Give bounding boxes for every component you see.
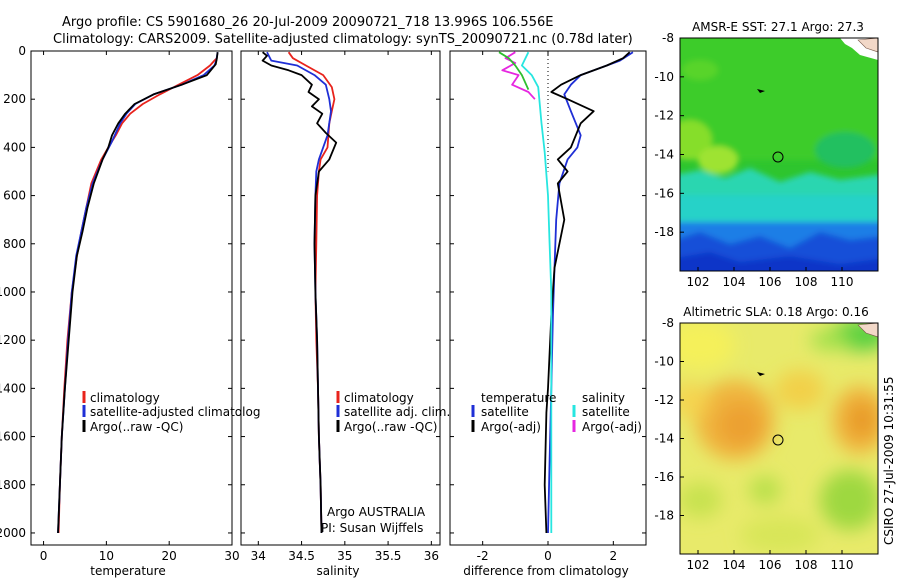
difference-series-temperature-satellite: [547, 51, 634, 534]
temperature-legend: climatology satellite-adjusted climatolo…: [82, 391, 260, 434]
difference-series-temperature-argo-adj-: [543, 51, 631, 534]
argo-float-marker: [772, 151, 784, 163]
difference-xtick-label: -2: [477, 549, 489, 563]
argo-float-marker: [772, 434, 784, 446]
temperature-series-satellite-adjusted-climatolog: [57, 52, 219, 534]
axis-ticks: 0102030020040060080010001200140016001800…: [0, 44, 646, 563]
sst_map-ytick-label: -14: [654, 148, 674, 162]
depth-tick-label: 400: [3, 140, 26, 154]
title-line-1: Argo profile: CS 5901680_26 20-Jul-2009 …: [62, 15, 553, 30]
sst_map-ytick-label: -16: [654, 186, 674, 200]
track-arrow-icon: [757, 372, 765, 376]
difference-xlabel: difference from climatology: [463, 564, 629, 578]
legend-heading-temperature: temperature: [481, 391, 556, 405]
sst_map-ytick-label: -8: [662, 31, 674, 45]
salinity-xtick-label: 35.5: [375, 549, 402, 563]
salinity-xtick-label: 34: [251, 549, 266, 563]
salinity-series-argo-raw-qc-: [261, 51, 338, 534]
depth-tick-label: 800: [3, 237, 26, 251]
legend-label-temp-argo: Argo(-adj): [481, 420, 541, 434]
difference-series-salinity-argo-adj-green: [498, 51, 530, 90]
temperature-xtick-label: 0: [40, 549, 48, 563]
sla_map-ytick-label: -18: [654, 509, 674, 523]
legend-label-sal-argo: Argo(-adj): [582, 420, 642, 434]
track-arrow-icon: [757, 89, 765, 93]
difference-xtick-label: 0: [544, 549, 552, 563]
temperature-xtick-label: 10: [99, 549, 114, 563]
legend-label-sal-satellite: satellite: [582, 405, 630, 419]
salinity-xlabel: salinity: [316, 564, 359, 578]
profile-lines: [57, 51, 634, 534]
legend-heading-salinity: salinity: [582, 391, 625, 405]
temperature-xtick-label: 20: [162, 549, 177, 563]
depth-tick-label: 600: [3, 189, 26, 203]
temperature-xtick-label: 30: [224, 549, 239, 563]
sla-map-field: [680, 323, 878, 554]
salinity-xtick-label: 35: [337, 549, 352, 563]
legend-label-argo: Argo(..raw -QC): [344, 420, 437, 434]
sla_map-xtick-label: 102: [687, 558, 710, 572]
argo-program-label: Argo AUSTRALIA: [327, 505, 426, 519]
legend-label-satellite: satellite-adjusted climatolog: [90, 405, 260, 419]
sla_map-ytick-label: -14: [654, 432, 674, 446]
salinity-plot-frame: [240, 50, 441, 546]
sla_map-xtick-label: 104: [723, 558, 746, 572]
sla_map-xtick-label: 108: [795, 558, 818, 572]
sst_map-ytick-label: -18: [654, 225, 674, 239]
temperature-xlabel: temperature: [90, 564, 165, 578]
depth-tick-label: 200: [3, 92, 26, 106]
pi-label: PI: Susan Wijffels: [321, 521, 423, 535]
sst_map-ytick-label: -12: [654, 109, 674, 123]
temperature-series-argo-raw-qc-: [57, 52, 219, 534]
depth-tick-label: 2000: [0, 526, 26, 540]
sst-map-field: [680, 38, 878, 271]
salinity-xtick-label: 36: [424, 549, 439, 563]
depth-tick-label: 1800: [0, 478, 26, 492]
sla-map-ticks: 102 104 106 108 110 -8 -10 -12 -14 -16 -18: [654, 316, 853, 572]
depth-tick-label: 1600: [0, 430, 26, 444]
salinity-series-satellite-adj-clim-: [266, 51, 332, 534]
sst_map-xtick-label: 110: [831, 275, 854, 289]
sst_map-xtick-label: 102: [687, 275, 710, 289]
temperature-plot-frame: [30, 50, 233, 546]
temperature-series-climatology: [57, 57, 218, 534]
sst_map-xtick-label: 108: [795, 275, 818, 289]
depth-tick-label: 0: [18, 44, 26, 58]
difference-series-salinity-satellite: [521, 51, 553, 533]
sst_map-ytick-label: -10: [654, 70, 674, 84]
legend-label-climatology: climatology: [90, 391, 160, 405]
sla_map-ytick-label: -8: [662, 316, 674, 330]
difference-legend: temperature satellite Argo(-adj) salinit…: [471, 391, 642, 434]
legend-label-argo: Argo(..raw -QC): [90, 420, 183, 434]
sst-map-ticks: 102 104 106 108 110 -8 -10 -12 -14 -16 -18: [654, 31, 853, 289]
depth-tick-label: 1000: [0, 285, 26, 299]
sla-map-title: Altimetric SLA: 0.18 Argo: 0.16: [683, 305, 868, 319]
salinity-xtick-label: 34.5: [288, 549, 315, 563]
sst-map-title: AMSR-E SST: 27.1 Argo: 27.3: [692, 20, 864, 34]
sst_map-xtick-label: 106: [759, 275, 782, 289]
depth-tick-label: 1200: [0, 333, 26, 347]
title-line-2: Climatology: CARS2009. Satellite-adjuste…: [53, 32, 633, 47]
sla_map-ytick-label: -12: [654, 393, 674, 407]
depth-tick-label: 1400: [0, 381, 26, 395]
difference-plot-frame: [449, 50, 647, 546]
salinity-series-climatology: [287, 51, 336, 534]
sla_map-xtick-label: 106: [759, 558, 782, 572]
legend-label-temp-satellite: satellite: [481, 405, 529, 419]
sla_map-ytick-label: -10: [654, 355, 674, 369]
legend-label-climatology: climatology: [344, 391, 414, 405]
csiro-timestamp: CSIRO 27-Jul-2009 10:31:55: [882, 377, 896, 545]
salinity-legend: climatology satellite adj. clim. Argo(..…: [321, 391, 450, 535]
sla_map-xtick-label: 110: [831, 558, 854, 572]
legend-label-satellite: satellite adj. clim.: [344, 405, 450, 419]
difference-series-salinity-argo-adj-: [501, 51, 536, 100]
sst_map-xtick-label: 104: [723, 275, 746, 289]
difference-xtick-label: 2: [610, 549, 618, 563]
sla_map-ytick-label: -16: [654, 470, 674, 484]
